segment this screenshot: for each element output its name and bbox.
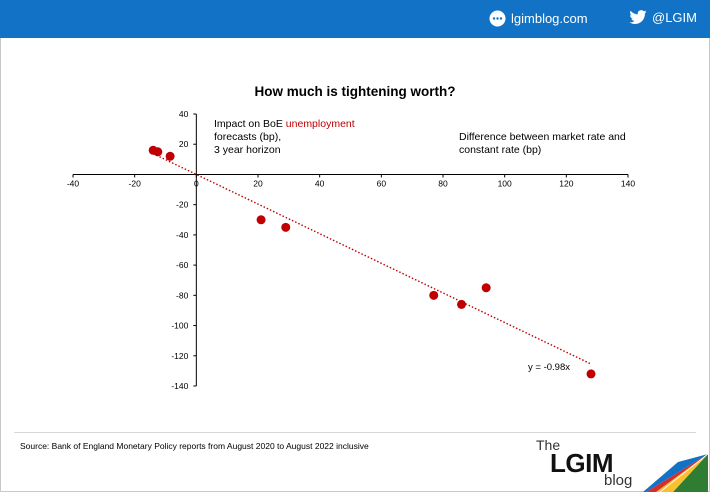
site-link[interactable]: lgimblog.com (489, 10, 588, 27)
chart-ticks: -40 -20 0 20 40 60 80 100 120 140 40 20 -20 -40 -60 -80… (67, 109, 636, 391)
lgim-blog-logo: The LGIM blog (530, 436, 710, 492)
data-point (586, 369, 596, 379)
y-annotation-prefix: Impact on BoE (214, 118, 286, 130)
x-tick-label: -20 (129, 178, 142, 188)
data-point (429, 290, 439, 300)
y-tick-label: -140 (171, 381, 188, 391)
x-tick-label: 0 (194, 178, 199, 188)
y-annotation-line3: 3 year horizon (214, 144, 281, 156)
source-note: Source: Bank of England Monetary Policy … (20, 441, 369, 451)
x-tick-label: 140 (621, 178, 635, 188)
x-tick-label: 100 (498, 178, 512, 188)
footer-divider (14, 432, 696, 433)
y-tick-label: 20 (179, 139, 189, 149)
y-tick-label: -100 (171, 321, 188, 331)
y-tick-label: -20 (176, 200, 189, 210)
y-tick-label: -120 (171, 351, 188, 361)
trendline-equation: y = -0.98x (528, 362, 570, 373)
twitter-bird-icon (629, 10, 647, 25)
points-group (148, 145, 596, 379)
x-annotation-line2: constant rate (bp) (459, 144, 542, 156)
y-tick-label: -80 (176, 290, 189, 300)
x-annotation-line1: Difference between market rate and (459, 131, 626, 143)
data-point (256, 215, 266, 225)
y-tick-label: 40 (179, 109, 189, 119)
y-annotation-line2: forecasts (bp), (214, 131, 282, 143)
x-axis-annotation: Difference between market rate and const… (459, 131, 626, 157)
site-label: lgimblog.com (511, 11, 588, 26)
data-point (165, 151, 175, 161)
x-tick-label: 120 (559, 178, 573, 188)
y-tick-label: -60 (176, 260, 189, 270)
logo-blog: blog (604, 472, 633, 489)
logo-lgim: LGIM (550, 448, 614, 478)
x-tick-label: 40 (315, 178, 325, 188)
header-bar: lgimblog.com @LGIM (0, 0, 710, 38)
x-tick-label: 60 (377, 178, 387, 188)
umbrella-logo-icon (643, 453, 708, 492)
twitter-link[interactable]: @LGIM (629, 10, 697, 25)
x-tick-label: -40 (67, 178, 80, 188)
trendline (152, 153, 592, 365)
data-point (481, 283, 491, 293)
data-point (281, 222, 291, 232)
logo-the: The (536, 437, 561, 453)
y-tick-label: -40 (176, 230, 189, 240)
twitter-label: @LGIM (652, 10, 697, 25)
x-tick-label: 20 (253, 178, 263, 188)
trendline-group (152, 153, 592, 365)
chart-title: How much is tightening worth? (254, 84, 456, 99)
y-axis-annotation: Impact on BoE unemployment forecasts (bp… (214, 118, 355, 157)
chart-axes (73, 114, 628, 386)
data-point (153, 147, 163, 157)
data-point (457, 299, 466, 309)
y-annotation-highlight: unemployment (285, 118, 355, 130)
x-tick-label: 80 (438, 178, 448, 188)
globe-icon (489, 10, 506, 27)
